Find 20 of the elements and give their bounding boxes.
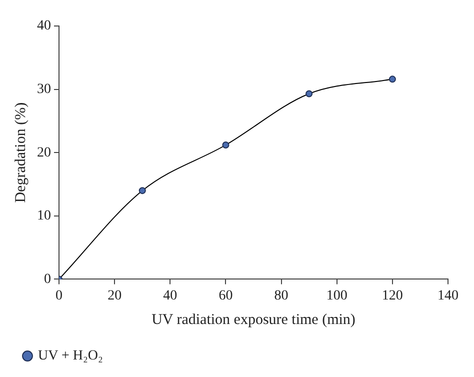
y-tick-label: 40 — [37, 18, 51, 34]
x-tick-label: 0 — [56, 288, 62, 304]
x-tick-label: 100 — [326, 288, 348, 304]
x-tick-label: 120 — [382, 288, 403, 304]
x-tick-label: 80 — [274, 288, 288, 304]
x-tick-label: 20 — [108, 288, 122, 304]
x-axis-title: UV radiation exposure time (min) — [152, 312, 356, 328]
point — [222, 142, 230, 149]
point — [138, 187, 146, 194]
y-tick-label: 30 — [37, 82, 51, 97]
y-tick-label: 20 — [37, 145, 51, 160]
legend-label: UV + H₂O₂ — [38, 348, 103, 364]
point — [388, 76, 396, 83]
y-tick-label: 10 — [37, 208, 51, 224]
y-tick-label: 0 — [44, 272, 51, 287]
y-axis-title: Degradation (%) — [12, 102, 29, 203]
x-tick-label: 140 — [438, 288, 458, 304]
point — [306, 90, 313, 98]
x-tick-label: 60 — [218, 288, 233, 304]
x-tick-label: 40 — [163, 288, 178, 304]
